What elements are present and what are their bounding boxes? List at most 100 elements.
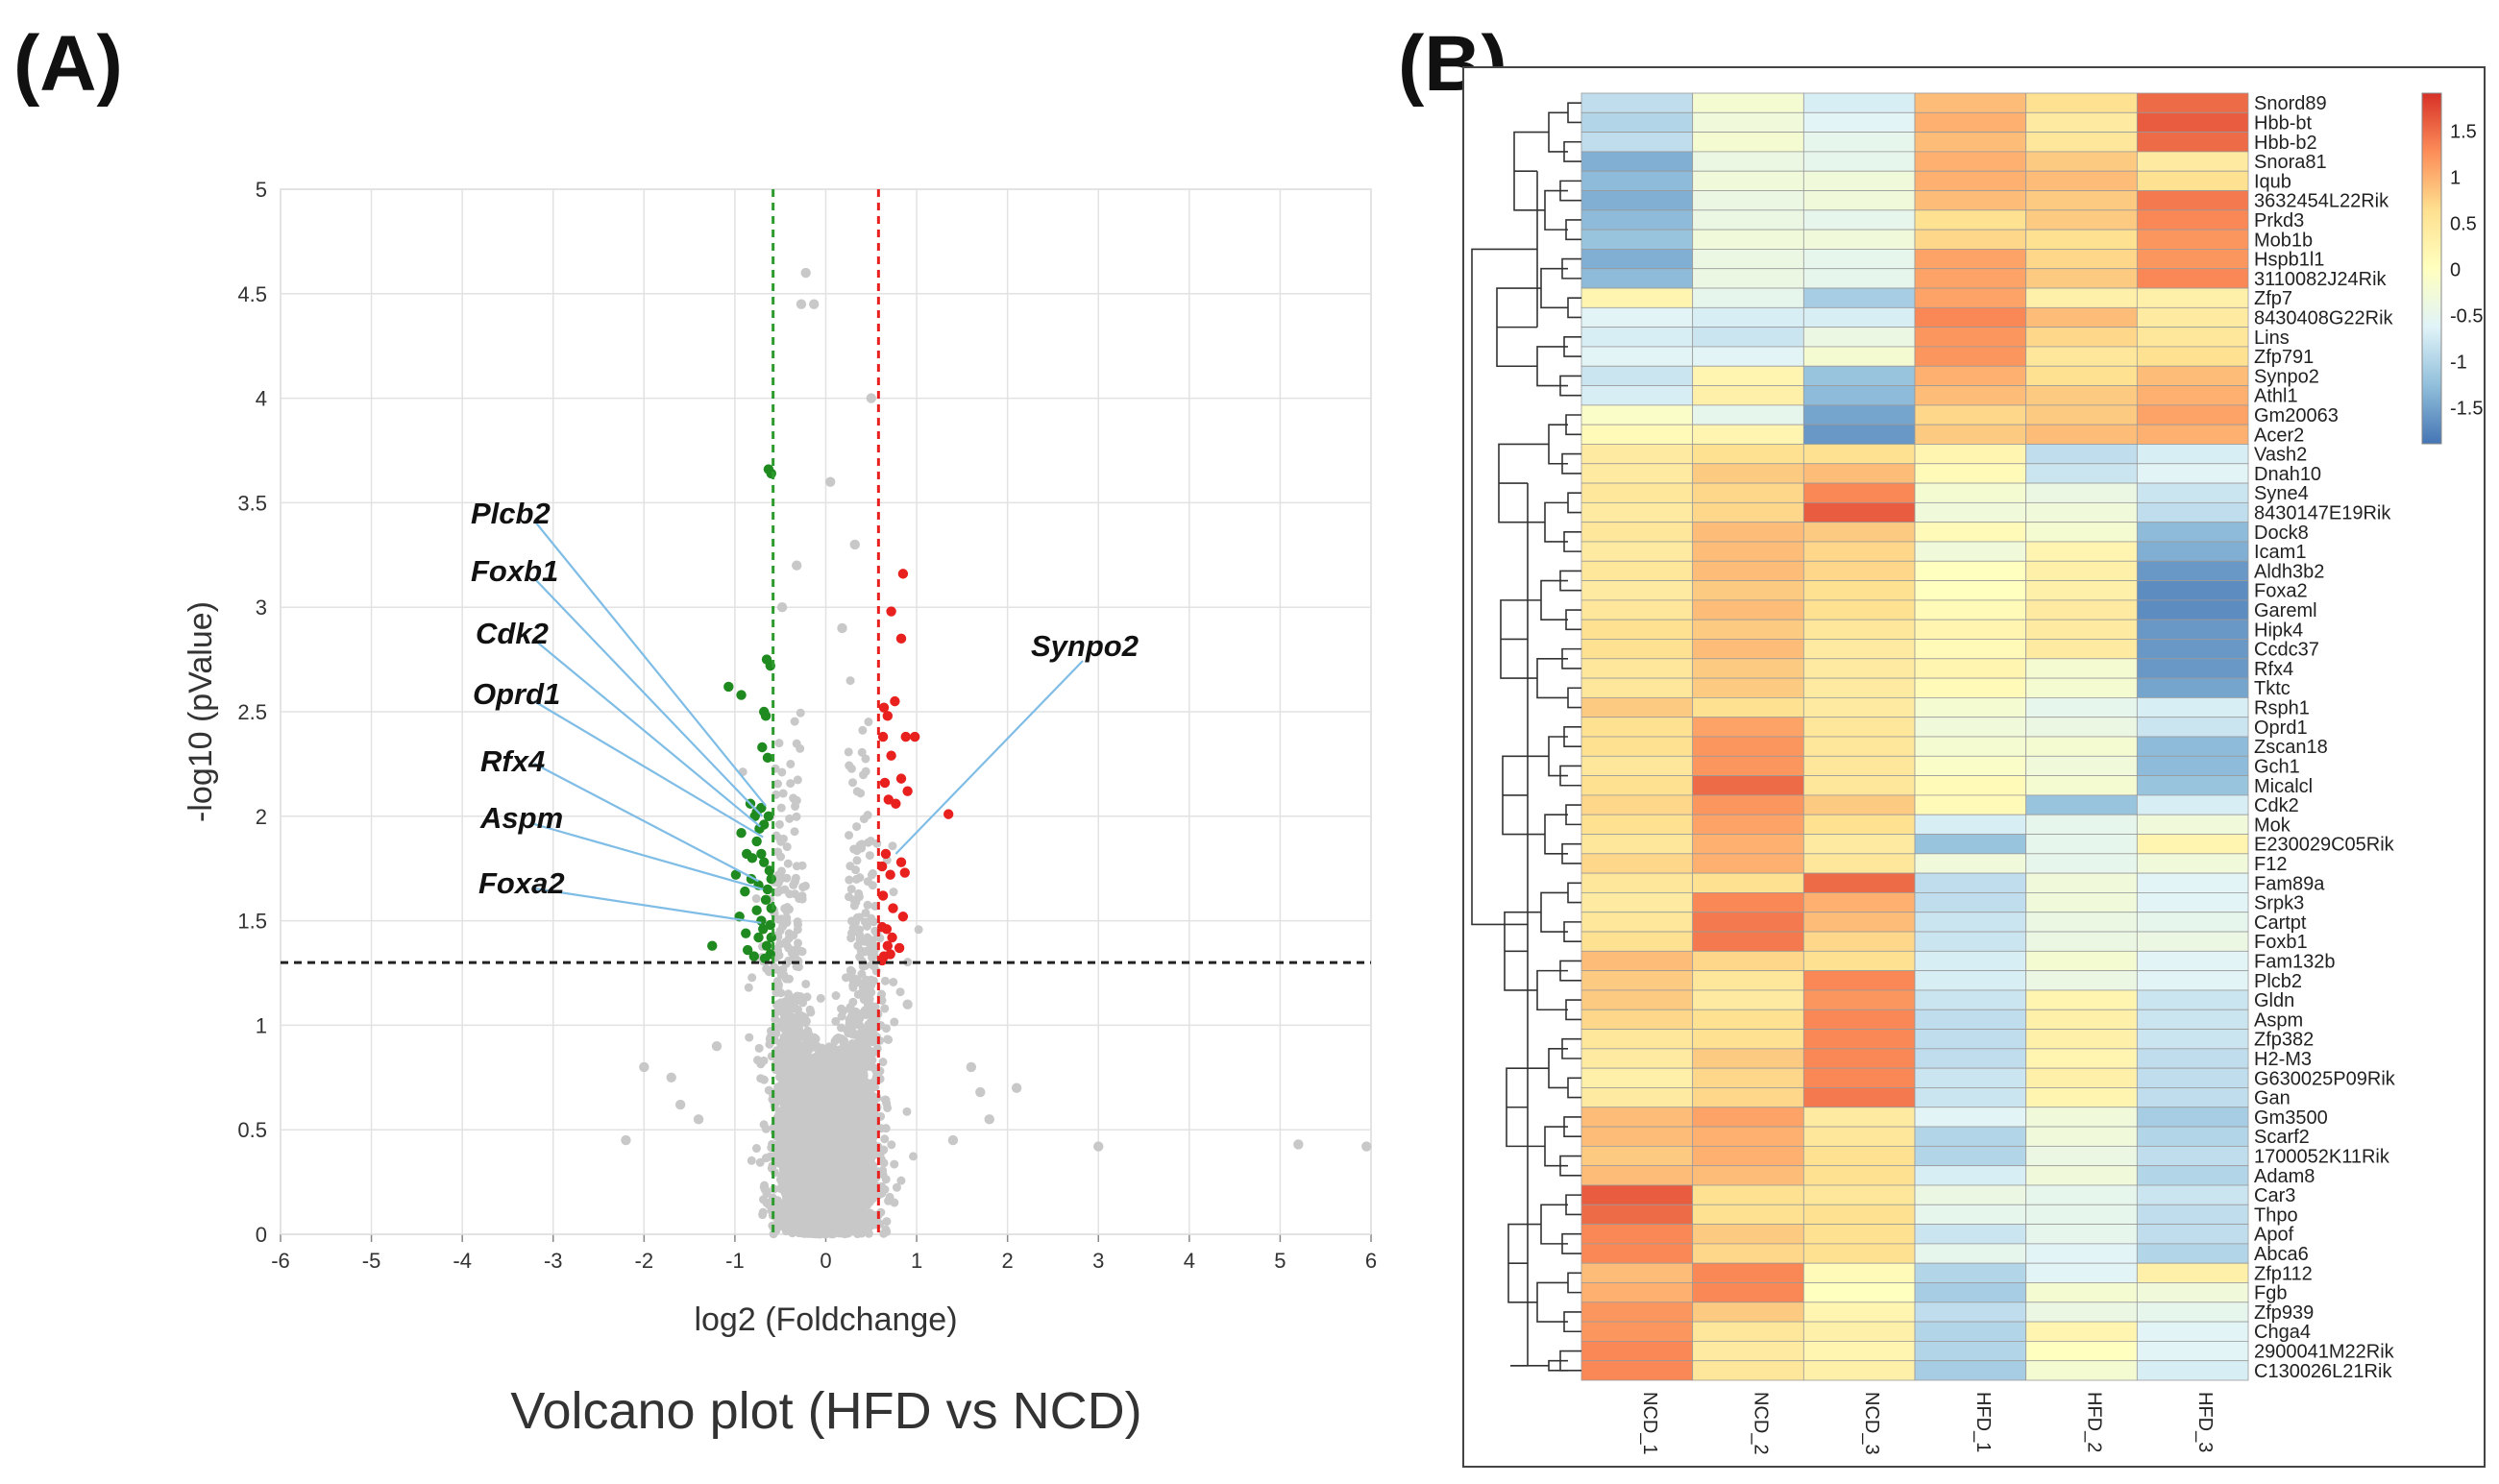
- heatmap-cell: [1580, 736, 1694, 757]
- point-ns: [823, 1202, 833, 1211]
- point-up: [891, 798, 901, 809]
- heatmap-cell: [1914, 404, 2027, 426]
- heatmap-cell: [1914, 249, 2027, 270]
- point-down: [761, 940, 772, 951]
- point-ns: [826, 1212, 836, 1222]
- heatmap-cell: [1692, 229, 1804, 250]
- point-ns: [801, 1195, 811, 1204]
- point-ns: [819, 1101, 828, 1110]
- heatmap-cell: [1580, 696, 1694, 718]
- point-ns: [790, 827, 799, 837]
- point-ns: [761, 1124, 771, 1133]
- point-ns_outliers: [1361, 1141, 1372, 1152]
- point-up: [879, 777, 891, 789]
- point-ns_outliers: [666, 1072, 676, 1083]
- point-ns_outliers: [1093, 1141, 1104, 1152]
- point-ns: [865, 851, 874, 861]
- point-ns: [758, 1207, 768, 1217]
- point-ns: [867, 949, 876, 959]
- point-ns: [837, 1092, 846, 1102]
- gene-annotation-label: Cdk2: [476, 617, 549, 650]
- heatmap-cell: [1802, 463, 1916, 484]
- heatmap-cell: [1692, 346, 1804, 367]
- point-ns: [800, 1229, 810, 1238]
- heatmap-cell: [1914, 92, 2027, 113]
- panel-label-a: (A): [13, 20, 123, 108]
- heatmap-cell: [1914, 541, 2027, 562]
- point-ns: [780, 1100, 790, 1109]
- point-ns: [865, 1194, 874, 1204]
- heatmap-cell: [1914, 639, 2027, 660]
- point-ns: [785, 1045, 795, 1055]
- point-ns: [794, 962, 803, 972]
- point-ns: [798, 1137, 808, 1147]
- point-ns: [884, 1034, 894, 1044]
- point-ns_outliers: [809, 299, 820, 309]
- point-ns: [857, 747, 867, 757]
- point-ns: [771, 1014, 780, 1024]
- volcano-plot: -6 -5 -4 -3 -2 -1 0 1 2 3 4 5 600.511.522.533.544.55…: [183, 178, 1377, 1440]
- point-down: [763, 811, 774, 821]
- heatmap-cell: [1580, 385, 1694, 406]
- point-ns: [775, 1044, 785, 1054]
- point-ns: [806, 1118, 816, 1128]
- point-ns: [914, 925, 923, 935]
- heatmap-cell: [1914, 717, 2027, 738]
- heatmap-cell: [2136, 501, 2249, 523]
- heatmap-cell: [1802, 717, 1916, 738]
- point-ns: [786, 759, 796, 768]
- heatmap-cell: [1692, 170, 1804, 191]
- callout-line: [533, 700, 764, 839]
- heatmap-cell: [2025, 522, 2138, 543]
- point-ns: [849, 844, 859, 854]
- heatmap-cell: [1914, 560, 2027, 581]
- x-tick-label: -5: [362, 1249, 381, 1273]
- point-ns: [813, 1144, 822, 1154]
- point-ns: [902, 1107, 912, 1116]
- heatmap-cell: [1580, 619, 1694, 640]
- heatmap-cell: [1692, 444, 1804, 465]
- heatmap-cell: [1580, 190, 1694, 211]
- point-ns: [868, 936, 877, 945]
- point-up: [895, 773, 907, 784]
- point-ns: [832, 1156, 842, 1165]
- point-ns: [791, 1225, 800, 1234]
- heatmap-cell: [2025, 92, 2138, 113]
- point-down: [757, 742, 768, 753]
- point-down: [741, 928, 751, 938]
- heatmap-cell: [1914, 444, 2027, 465]
- x-tick-label: 4: [1184, 1249, 1195, 1273]
- heatmap-cell: [1802, 249, 1916, 270]
- heatmap-cell: [1692, 522, 1804, 543]
- point-down: [758, 924, 769, 935]
- point-down: [751, 905, 762, 915]
- point-ns: [909, 1152, 919, 1161]
- heatmap-cell: [2025, 111, 2138, 134]
- gene-annotation-label: Oprd1: [473, 677, 560, 711]
- point-ns: [774, 819, 784, 829]
- point-ns: [778, 1145, 788, 1155]
- heatmap-cell: [1580, 249, 1694, 270]
- point-ns: [842, 1195, 851, 1204]
- point-ns: [794, 938, 803, 948]
- point-ns: [807, 1069, 817, 1079]
- point-ns: [827, 1086, 837, 1096]
- heatmap-cell: [1914, 170, 2027, 191]
- heatmap-cell: [1802, 385, 1916, 406]
- point-ns: [798, 883, 808, 892]
- point-ns: [812, 1155, 821, 1164]
- heatmap-cell: [2136, 463, 2249, 484]
- heatmap-cell: [1580, 404, 1694, 426]
- heatmap-cell: [1802, 170, 1916, 191]
- point-down: [748, 951, 759, 961]
- point-ns: [866, 837, 875, 846]
- heatmap-cell: [2025, 385, 2138, 406]
- x-tick-label: -2: [635, 1249, 654, 1273]
- point-ns: [796, 1048, 806, 1058]
- point-ns: [869, 1029, 878, 1038]
- point-ns: [831, 1016, 841, 1026]
- heatmap-cell: [1692, 580, 1804, 601]
- point-ns: [806, 1203, 816, 1212]
- point-ns: [852, 787, 862, 796]
- x-axis-label: log2 (Foldchange): [694, 1302, 957, 1338]
